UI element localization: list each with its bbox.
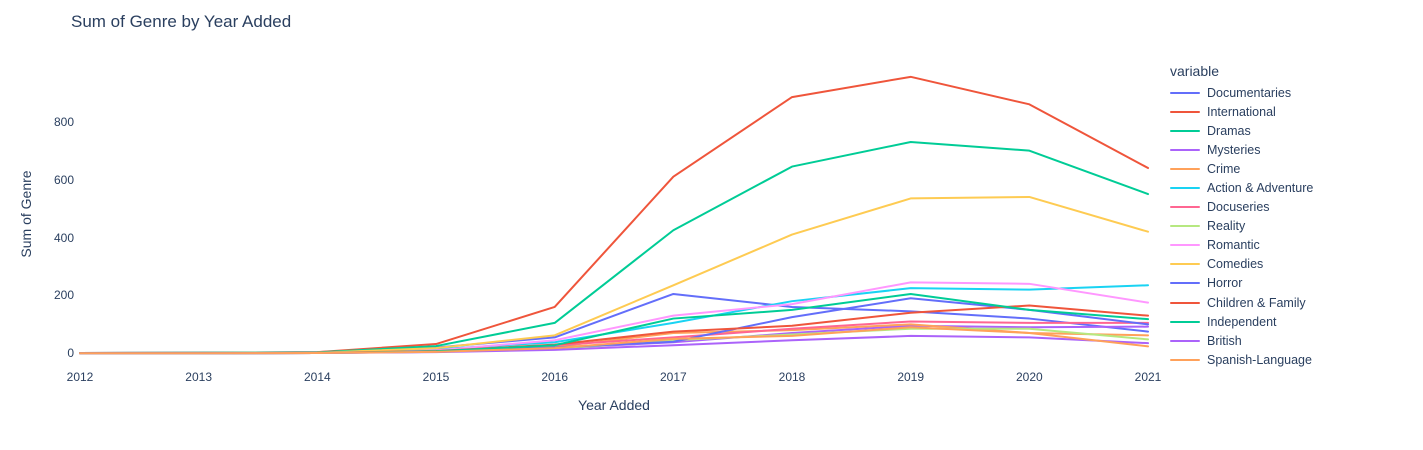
x-tick-label: 2021: [1134, 370, 1162, 384]
x-tick-label: 2019: [897, 370, 925, 384]
legend-swatch: [1170, 282, 1200, 285]
legend-label: Romantic: [1207, 238, 1260, 253]
legend-swatch: [1170, 129, 1200, 132]
legend-swatch: [1170, 244, 1200, 247]
legend-label: Children & Family: [1207, 295, 1306, 310]
legend-label: Spanish-Language: [1207, 352, 1312, 367]
legend-item-international[interactable]: International: [1170, 102, 1313, 121]
legend-label: Docuseries: [1207, 200, 1270, 215]
legend-label: Reality: [1207, 219, 1246, 234]
legend-label: Horror: [1207, 276, 1243, 291]
legend-item-documentaries[interactable]: Documentaries: [1170, 83, 1313, 102]
x-tick-label: 2020: [1016, 370, 1043, 384]
legend-label: Mysteries: [1207, 142, 1261, 157]
legend-swatch: [1170, 110, 1200, 113]
x-tick-label: 2013: [185, 370, 213, 384]
x-tick-label: 2015: [422, 370, 450, 384]
x-tick-label: 2014: [303, 370, 331, 384]
y-tick-label: 800: [53, 114, 74, 129]
legend-label: Crime: [1207, 161, 1241, 176]
x-tick-label: 2012: [66, 370, 94, 384]
y-tick-label: 200: [53, 288, 74, 303]
legend-item-crime[interactable]: Crime: [1170, 159, 1313, 178]
legend-swatch: [1170, 206, 1200, 209]
legend-item-independent[interactable]: Independent: [1170, 312, 1313, 331]
chart-title: Sum of Genre by Year Added: [71, 12, 292, 31]
series-line-dramas[interactable]: [79, 140, 1150, 355]
x-tick-label: 2016: [541, 370, 569, 384]
legend-label: British: [1207, 333, 1242, 348]
legend-item-docuseries[interactable]: Docuseries: [1170, 198, 1313, 217]
legend-swatch: [1170, 358, 1200, 361]
legend-swatch: [1170, 320, 1200, 323]
legend-item-mysteries[interactable]: Mysteries: [1170, 140, 1313, 159]
legend-swatch: [1170, 167, 1200, 170]
legend-item-dramas[interactable]: Dramas: [1170, 121, 1313, 140]
legend: variable Documentaries International Drama…: [1170, 63, 1313, 369]
series-line-international[interactable]: [79, 75, 1150, 355]
y-tick-label: 600: [53, 172, 74, 187]
legend-label: International: [1207, 104, 1276, 119]
legend-item-children-family[interactable]: Children & Family: [1170, 293, 1313, 312]
legend-label: Action & Adventure: [1207, 181, 1314, 196]
legend-item-romantic[interactable]: Romantic: [1170, 236, 1313, 255]
legend-swatch: [1170, 187, 1200, 190]
legend-items: Documentaries International Dramas Mysterie…: [1170, 83, 1313, 369]
legend-label: Independent: [1207, 314, 1277, 329]
x-tick-label: 2018: [778, 370, 806, 384]
x-axis-title: Year Added: [578, 397, 650, 413]
legend-swatch: [1170, 263, 1200, 266]
y-tick-label: 0: [67, 346, 74, 361]
legend-item-comedies[interactable]: Comedies: [1170, 255, 1313, 274]
legend-swatch: [1170, 225, 1200, 228]
legend-swatch: [1170, 301, 1200, 304]
series-line-spanish-language[interactable]: [79, 326, 1150, 355]
legend-item-action-adventure[interactable]: Action & Adventure: [1170, 178, 1313, 197]
legend-label: Dramas: [1207, 123, 1251, 138]
legend-swatch: [1170, 339, 1200, 342]
y-tick-label: 400: [53, 230, 74, 245]
legend-swatch: [1170, 148, 1200, 151]
legend-item-horror[interactable]: Horror: [1170, 274, 1313, 293]
legend-item-british[interactable]: British: [1170, 331, 1313, 350]
legend-swatch: [1170, 91, 1200, 94]
legend-label: Comedies: [1207, 257, 1264, 272]
legend-item-reality[interactable]: Reality: [1170, 217, 1313, 236]
legend-item-spanish-language[interactable]: Spanish-Language: [1170, 350, 1313, 369]
legend-label: Documentaries: [1207, 85, 1292, 100]
legend-title: variable: [1170, 63, 1220, 79]
x-tick-label: 2017: [659, 370, 687, 384]
